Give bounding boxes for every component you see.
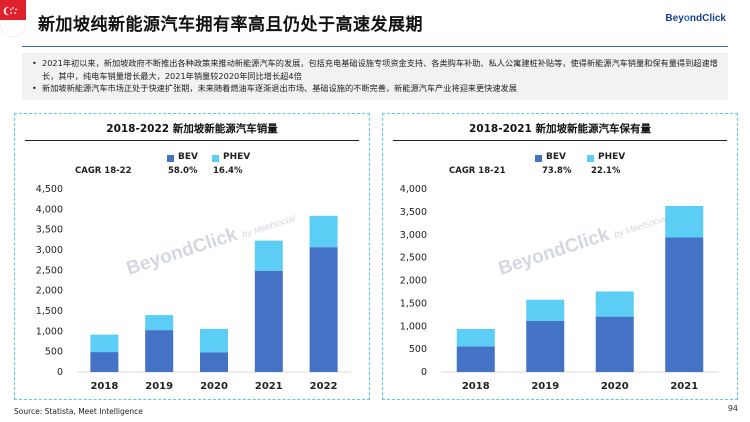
x-tick-label: 2019 [531, 381, 559, 392]
x-tick-label: 2020 [601, 381, 629, 392]
y-tick-label: 3,500 [36, 225, 63, 236]
bar-bev-2020 [595, 316, 634, 372]
bullet-item: 2021年初以来，新加坡政府不断推出各种政策来推动新能源汽车的发展，包括充电基础… [30, 57, 720, 82]
y-tick-label: 4,000 [36, 204, 63, 215]
y-tick-label: 2,500 [36, 265, 63, 276]
sales-stacked-bar-chart: 0 500 1,000 1,500 2,000 2,500 3,000 3,500 4,000 4… [36, 184, 351, 392]
x-tick-label: 2019 [145, 381, 173, 392]
bar-bev-2021 [665, 237, 704, 372]
legend-swatch-phev [587, 155, 594, 162]
bar-phev-2018 [456, 328, 495, 347]
bar-phev-2018 [90, 334, 119, 353]
source-note: Source: Statista, Meet Intelligence [14, 407, 143, 416]
page-number: 94 [727, 404, 738, 413]
y-tick-label: 1,500 [400, 298, 427, 309]
cagr-label: CAGR 18-22 [75, 166, 132, 176]
chart-title-divider [393, 140, 727, 141]
bar-phev-2020 [595, 291, 634, 317]
cagr-label: CAGR 18-21 [449, 166, 506, 176]
legend-label-phev: PHEV [223, 152, 251, 162]
sales-chart-panel: 2018-2022 新加坡新能源汽车销量 BEV PHEV CAGR 18-22… [14, 113, 370, 400]
ownership-chart-panel: 2018-2021 新加坡新能源汽车保有量 BEV PHEV CAGR 18-2… [382, 113, 738, 400]
y-tick-label: 0 [421, 367, 427, 378]
chart-title-divider [25, 140, 359, 141]
chart-title: 2018-2022 新加坡新能源汽车销量 [106, 123, 278, 135]
bar-phev-2020 [200, 328, 228, 353]
y-tick-label: 4,000 [400, 184, 427, 195]
bar-phev-2021 [254, 240, 283, 271]
y-tick-label: 3,500 [400, 207, 427, 218]
bar-bev-2020 [200, 352, 228, 372]
cagr-bev-value: 58.0% [168, 166, 198, 176]
bullet-item: 新加坡新能源汽车市场正处于快速扩张期，未来随着燃油车逐渐退出市场、基础设施的不断… [30, 82, 720, 95]
legend-swatch-bev [535, 155, 542, 162]
cagr-phev-value: 16.4% [213, 166, 243, 176]
page-title: 新加坡纯新能源汽车拥有率高且仍处于高速发展期 [38, 15, 423, 35]
x-tick-label: 2018 [90, 381, 118, 392]
y-tick-label: 4,500 [36, 184, 63, 195]
summary-box: 2021年初以来，新加坡政府不断推出各种政策来推动新能源汽车的发展，包括充电基础… [22, 53, 728, 100]
bar-bev-2021 [254, 270, 283, 372]
y-tick-label: 500 [45, 347, 63, 358]
y-tick-label: 1,500 [36, 306, 63, 317]
chart-title: 2018-2021 新加坡新能源汽车保有量 [469, 123, 651, 135]
x-tick-label: 2018 [462, 381, 490, 392]
y-tick-label: 1,000 [400, 321, 427, 332]
bar-phev-2019 [526, 299, 565, 321]
cagr-bev-value: 73.8% [542, 166, 572, 176]
legend-label-bev: BEV [546, 152, 566, 162]
y-tick-label: 3,000 [36, 245, 63, 256]
ownership-stacked-bar-chart: 0 500 1,000 1,500 2,000 2,500 3,000 3,500 4,000 2… [400, 184, 719, 392]
brand-o: o [683, 13, 690, 24]
bar-bev-2019 [526, 320, 565, 372]
bar-phev-2021 [665, 205, 704, 238]
cagr-phev-value: 22.1% [591, 166, 621, 176]
x-tick-label: 2021 [670, 381, 698, 392]
singapore-flag-icon [0, 0, 26, 37]
bar-phev-2019 [145, 315, 174, 331]
x-tick-label: 2020 [200, 381, 228, 392]
bar-bev-2019 [145, 330, 174, 372]
brand-part1: Bey [665, 13, 684, 24]
y-tick-label: 2,000 [36, 286, 63, 297]
brand-logo: BeyondClick [665, 13, 726, 24]
bar-bev-2018 [456, 346, 495, 372]
title-divider [22, 46, 728, 47]
x-tick-label: 2022 [310, 381, 338, 392]
legend-swatch-phev [212, 155, 219, 162]
legend-label-phev: PHEV [598, 152, 626, 162]
y-tick-label: 2,500 [400, 253, 427, 264]
y-tick-label: 2,000 [400, 276, 427, 287]
legend-swatch-bev [167, 155, 174, 162]
y-tick-label: 1,000 [36, 326, 63, 337]
bar-bev-2022 [309, 247, 338, 372]
y-tick-label: 500 [409, 344, 427, 355]
bar-bev-2018 [90, 352, 119, 372]
y-tick-label: 0 [57, 367, 63, 378]
bar-phev-2022 [309, 215, 338, 248]
legend-label-bev: BEV [178, 152, 198, 162]
x-tick-label: 2021 [255, 381, 283, 392]
brand-part2: ndClick [689, 13, 726, 24]
y-tick-label: 3,000 [400, 230, 427, 241]
